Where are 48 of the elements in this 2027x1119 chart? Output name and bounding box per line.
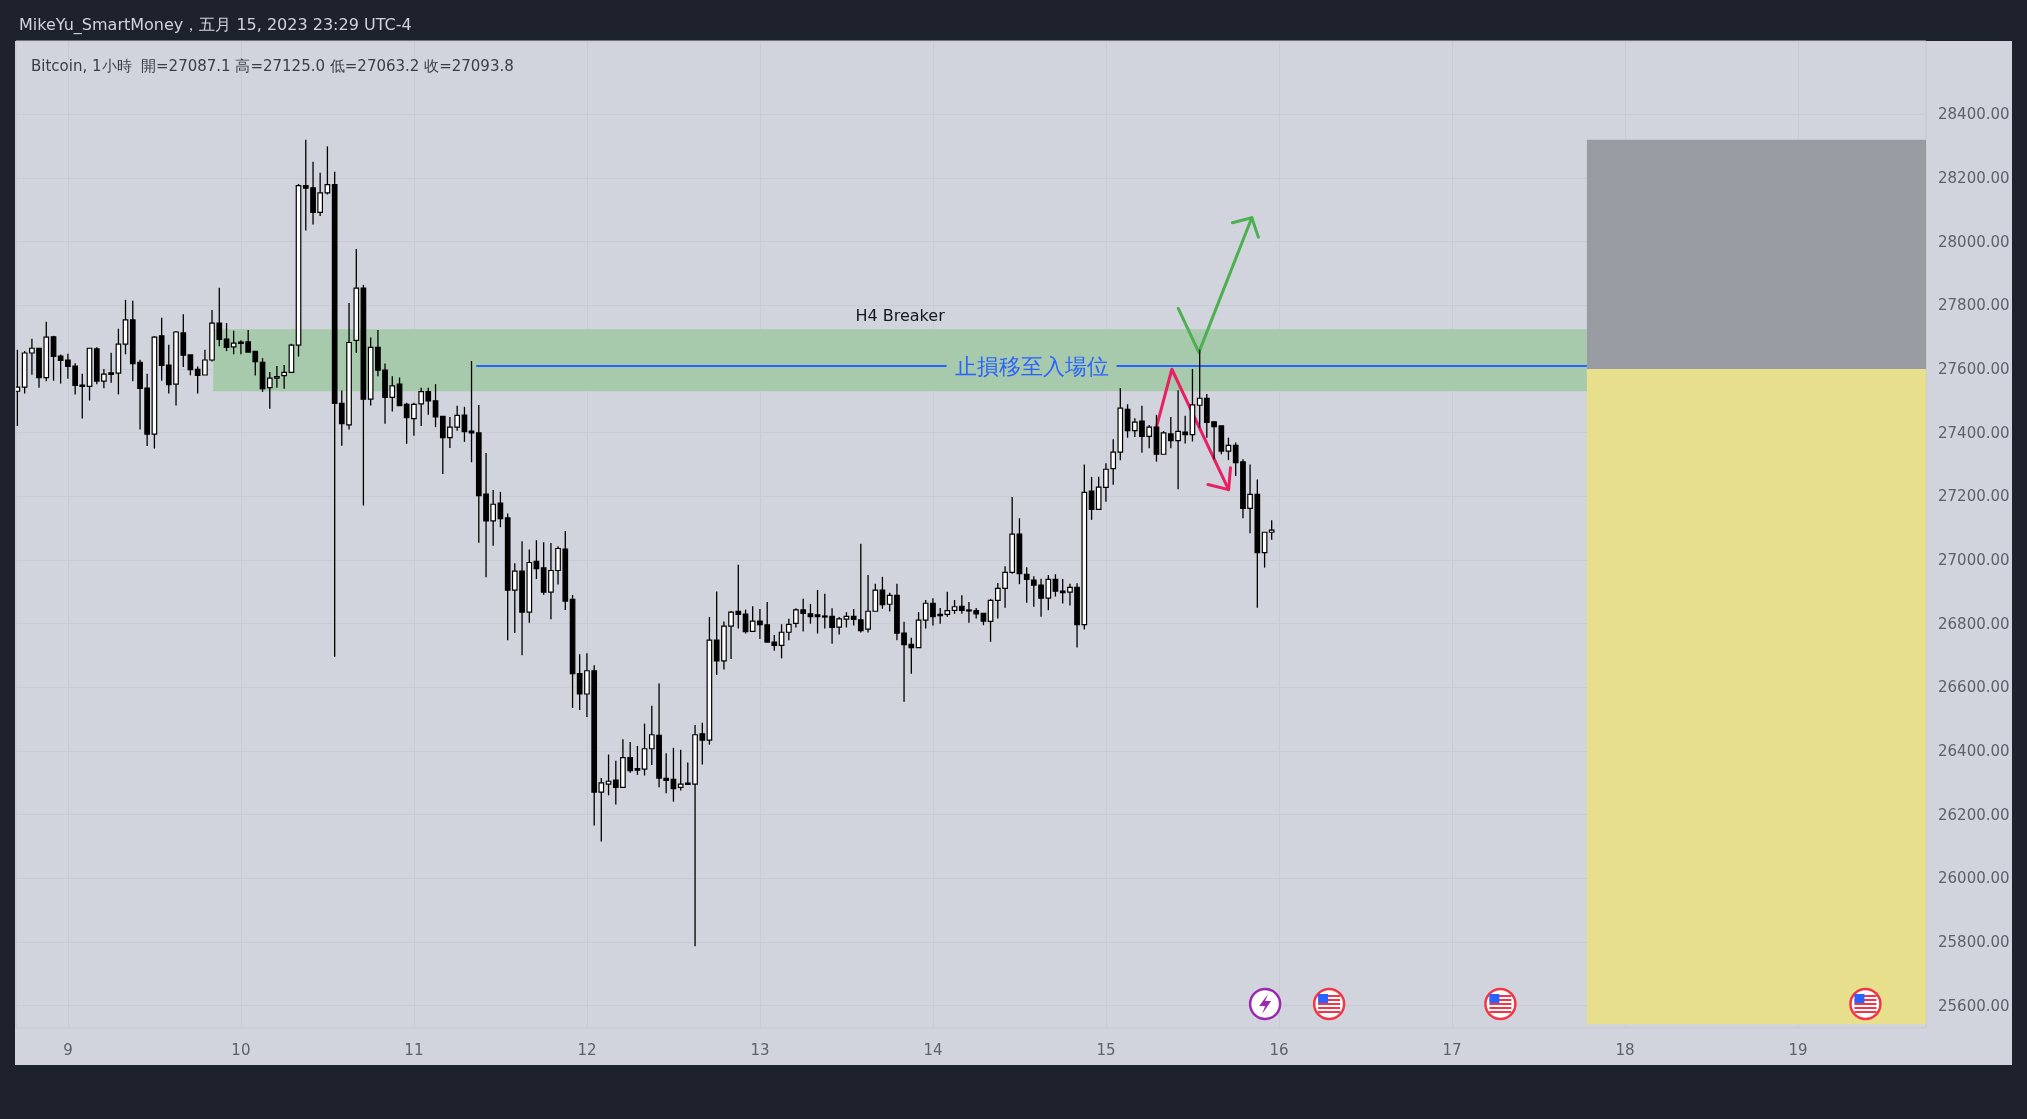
candlestick xyxy=(281,364,288,390)
candlestick xyxy=(324,145,331,196)
y-tick-label: 25600.00 xyxy=(1938,996,2010,1015)
candlestick xyxy=(461,406,468,443)
x-tick-label: 16 xyxy=(1269,1040,1289,1059)
y-tick-label: 26600.00 xyxy=(1938,678,2010,697)
y-tick-label: 26000.00 xyxy=(1938,869,2010,888)
x-tick-label: 14 xyxy=(923,1040,943,1059)
band-label: H4 Breaker xyxy=(855,305,946,325)
candlestick xyxy=(742,608,749,635)
candlestick xyxy=(1268,519,1275,541)
y-tick-label: 27400.00 xyxy=(1938,423,2010,442)
y-tick-label: 26800.00 xyxy=(1938,614,2010,633)
x-tick-label: 19 xyxy=(1788,1040,1808,1059)
candlestick xyxy=(223,322,230,352)
y-tick-label: 27600.00 xyxy=(1938,359,2010,378)
candlestick xyxy=(807,603,814,625)
chart-title: MikeYu_SmartMoney，五月 15, 2023 23:29 UTC-4 xyxy=(19,14,412,35)
ref-line-label: 止損移至入場位 xyxy=(954,354,1109,380)
candlestick xyxy=(497,491,504,528)
y-tick-label: 27800.00 xyxy=(1938,296,2010,315)
candlestick xyxy=(16,349,21,427)
candlestick xyxy=(1225,437,1232,461)
x-tick-label: 15 xyxy=(1096,1040,1116,1059)
y-tick-label: 28000.00 xyxy=(1938,232,2010,251)
x-tick-label: 10 xyxy=(231,1040,251,1059)
text: Bitcoin, 1小時 開=27087.1 高=27125.0 低=27063.2 收=27093.8 xyxy=(31,56,514,75)
y-tick-label: 28200.00 xyxy=(1938,168,2010,187)
x-tick-label: 9 xyxy=(63,1040,73,1059)
x-tick-label: 11 xyxy=(404,1040,424,1059)
candlestick xyxy=(814,589,821,635)
y-tick-label: 26400.00 xyxy=(1938,742,2010,760)
candlestick xyxy=(605,753,612,796)
x-tick-label: 17 xyxy=(1442,1040,1462,1059)
candlestick xyxy=(641,722,648,777)
candlestick xyxy=(634,745,641,776)
candlestick xyxy=(1160,430,1167,455)
candlestick xyxy=(432,383,439,428)
x-tick-label: 12 xyxy=(577,1040,597,1059)
y-tick-label: 27200.00 xyxy=(1938,487,2010,506)
y-tick-label: 27000.00 xyxy=(1938,550,2010,569)
candlestick xyxy=(785,618,792,641)
y-tick-label: 25800.00 xyxy=(1938,933,2010,952)
x-tick-label: 13 xyxy=(750,1040,770,1059)
x-tick-label: 18 xyxy=(1615,1040,1635,1059)
y-tick-label: 26200.00 xyxy=(1938,805,2010,824)
y-tick-label: 28400.00 xyxy=(1938,105,2010,124)
candlestick xyxy=(468,360,475,463)
